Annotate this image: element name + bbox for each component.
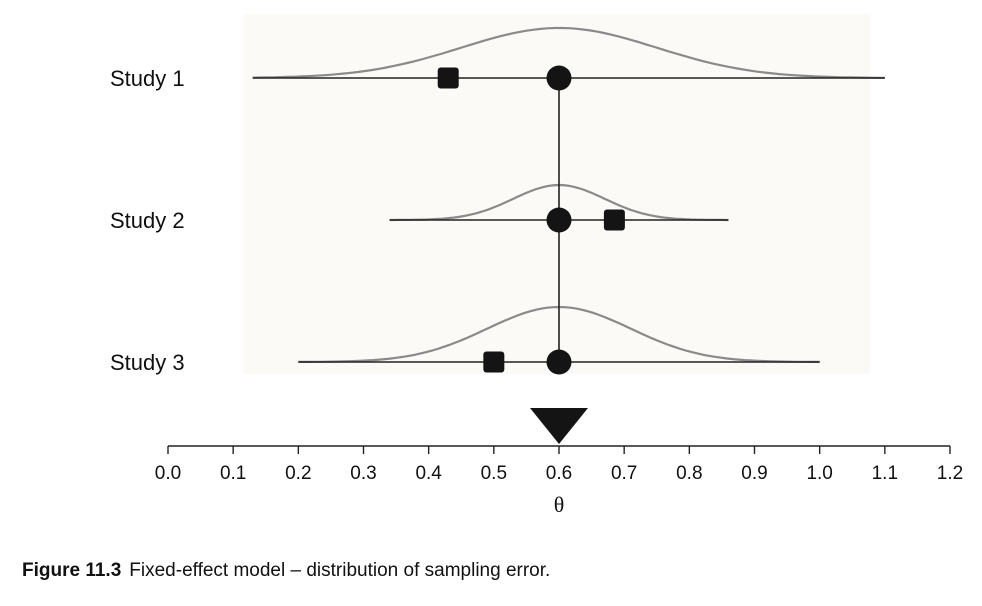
x-tick-label-0.6: 0.6 (546, 463, 572, 484)
observed-effect-marker-study-2 (603, 209, 625, 231)
observed-effect-marker-study-3 (483, 351, 505, 373)
x-axis: 0.0 0.1 0.2 0.3 0.4 0.5 0.6 0.7 0.8 0.9 1.0 1.1 1.2 (155, 408, 963, 484)
x-axis-label: θ (554, 492, 565, 517)
study-markers (437, 65, 625, 375)
true-effect-triangle (530, 408, 588, 444)
study-labels: Study 1 Study 2 Study 3 (110, 66, 185, 375)
x-tick-label-0.0: 0.0 (155, 463, 181, 484)
x-tick-label-0.3: 0.3 (350, 463, 376, 484)
study-label-1: Study 1 (110, 66, 185, 91)
figure-caption: Figure 11.3 Fixed-effect model – distribu… (22, 560, 550, 582)
observed-effect-marker-study-1 (437, 67, 459, 89)
x-tick-label-0.7: 0.7 (611, 463, 637, 484)
x-tick-label-1.1: 1.1 (872, 463, 898, 484)
caption-text: Fixed-effect model – distribution of sam… (129, 560, 551, 581)
true-effect-marker-study-2 (546, 207, 572, 233)
study-label-3: Study 3 (110, 350, 185, 375)
x-tick-label-0.8: 0.8 (676, 463, 702, 484)
figure-number: Figure 11.3 (22, 560, 122, 581)
true-effect-marker-study-3 (546, 349, 572, 375)
fixed-effect-chart: Study 1 Study 2 Study 3 0.0 0.1 0.2 0.3 0.4 0.5… (110, 26, 964, 517)
x-tick-label-0.1: 0.1 (220, 463, 246, 484)
x-tick-label-1.2: 1.2 (937, 463, 963, 484)
true-effect-marker-study-1 (546, 65, 572, 91)
x-tick-label-0.9: 0.9 (741, 463, 767, 484)
x-tick-label-0.5: 0.5 (481, 463, 507, 484)
x-tick-label-0.2: 0.2 (285, 463, 311, 484)
x-tick-label-0.4: 0.4 (415, 463, 442, 484)
distribution-curve-study-1 (252, 26, 885, 79)
study-label-2: Study 2 (110, 208, 185, 233)
x-tick-label-1.0: 1.0 (806, 463, 832, 484)
